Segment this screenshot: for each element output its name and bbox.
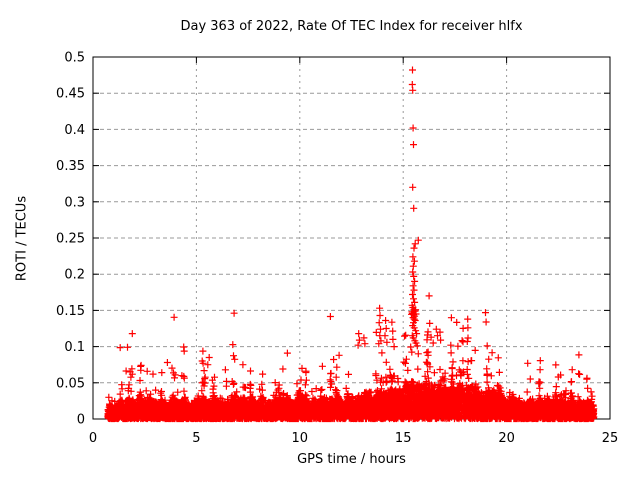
y-tick-label: 0.25 <box>56 232 85 247</box>
y-axis-label: ROTI / TECUs <box>14 195 30 282</box>
x-tick-label: 15 <box>395 431 412 446</box>
x-tick-label: 20 <box>498 431 515 446</box>
x-tick-label: 25 <box>602 431 619 446</box>
y-tick-label: 0.4 <box>64 123 85 138</box>
chart-title: Day 363 of 2022, Rate Of TEC Index for r… <box>180 19 523 34</box>
y-tick-label: 0.05 <box>56 376 85 391</box>
x-tick-label: 5 <box>192 431 200 446</box>
y-tick-label: 0.3 <box>64 195 85 210</box>
y-tick-label: 0.2 <box>64 268 85 283</box>
x-tick-label: 0 <box>89 431 97 446</box>
y-tick-label: 0 <box>77 413 85 428</box>
y-tick-label: 0.1 <box>64 340 85 355</box>
x-tick-label: 10 <box>292 431 309 446</box>
y-tick-label: 0.35 <box>56 159 85 174</box>
y-tick-label: 0.5 <box>64 51 85 66</box>
x-axis-label: GPS time / hours <box>297 452 406 467</box>
scatter-points <box>104 66 598 423</box>
y-tick-label: 0.45 <box>56 87 85 102</box>
y-tick-label: 0.15 <box>56 304 85 319</box>
